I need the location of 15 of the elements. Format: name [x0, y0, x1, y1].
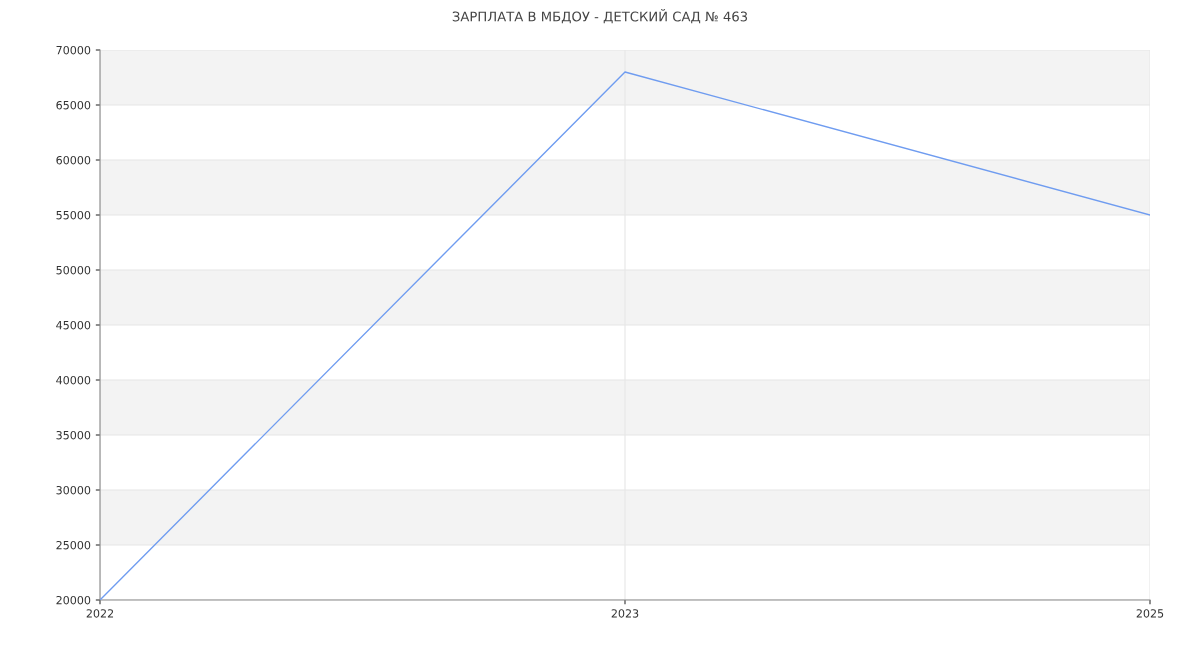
y-tick-label: 30000 [56, 485, 91, 495]
y-tick-label: 60000 [56, 155, 91, 165]
x-tick-label: 2023 [611, 609, 639, 618]
x-tick-label: 2022 [86, 609, 114, 618]
x-tick-label: 2025 [1136, 609, 1164, 618]
y-tick-label: 25000 [56, 540, 91, 550]
y-tick-label: 45000 [56, 320, 91, 330]
y-tick-label: 35000 [56, 430, 91, 440]
y-tick-label: 40000 [56, 375, 91, 385]
chart-title: ЗАРПЛАТА В МБДОУ - ДЕТСКИЙ САД № 463 [452, 9, 748, 24]
y-tick-label: 70000 [56, 45, 91, 55]
y-tick-label: 20000 [56, 595, 91, 605]
y-tick-label: 65000 [56, 100, 91, 110]
y-tick-label: 50000 [56, 265, 91, 275]
y-tick-label: 55000 [56, 210, 91, 220]
